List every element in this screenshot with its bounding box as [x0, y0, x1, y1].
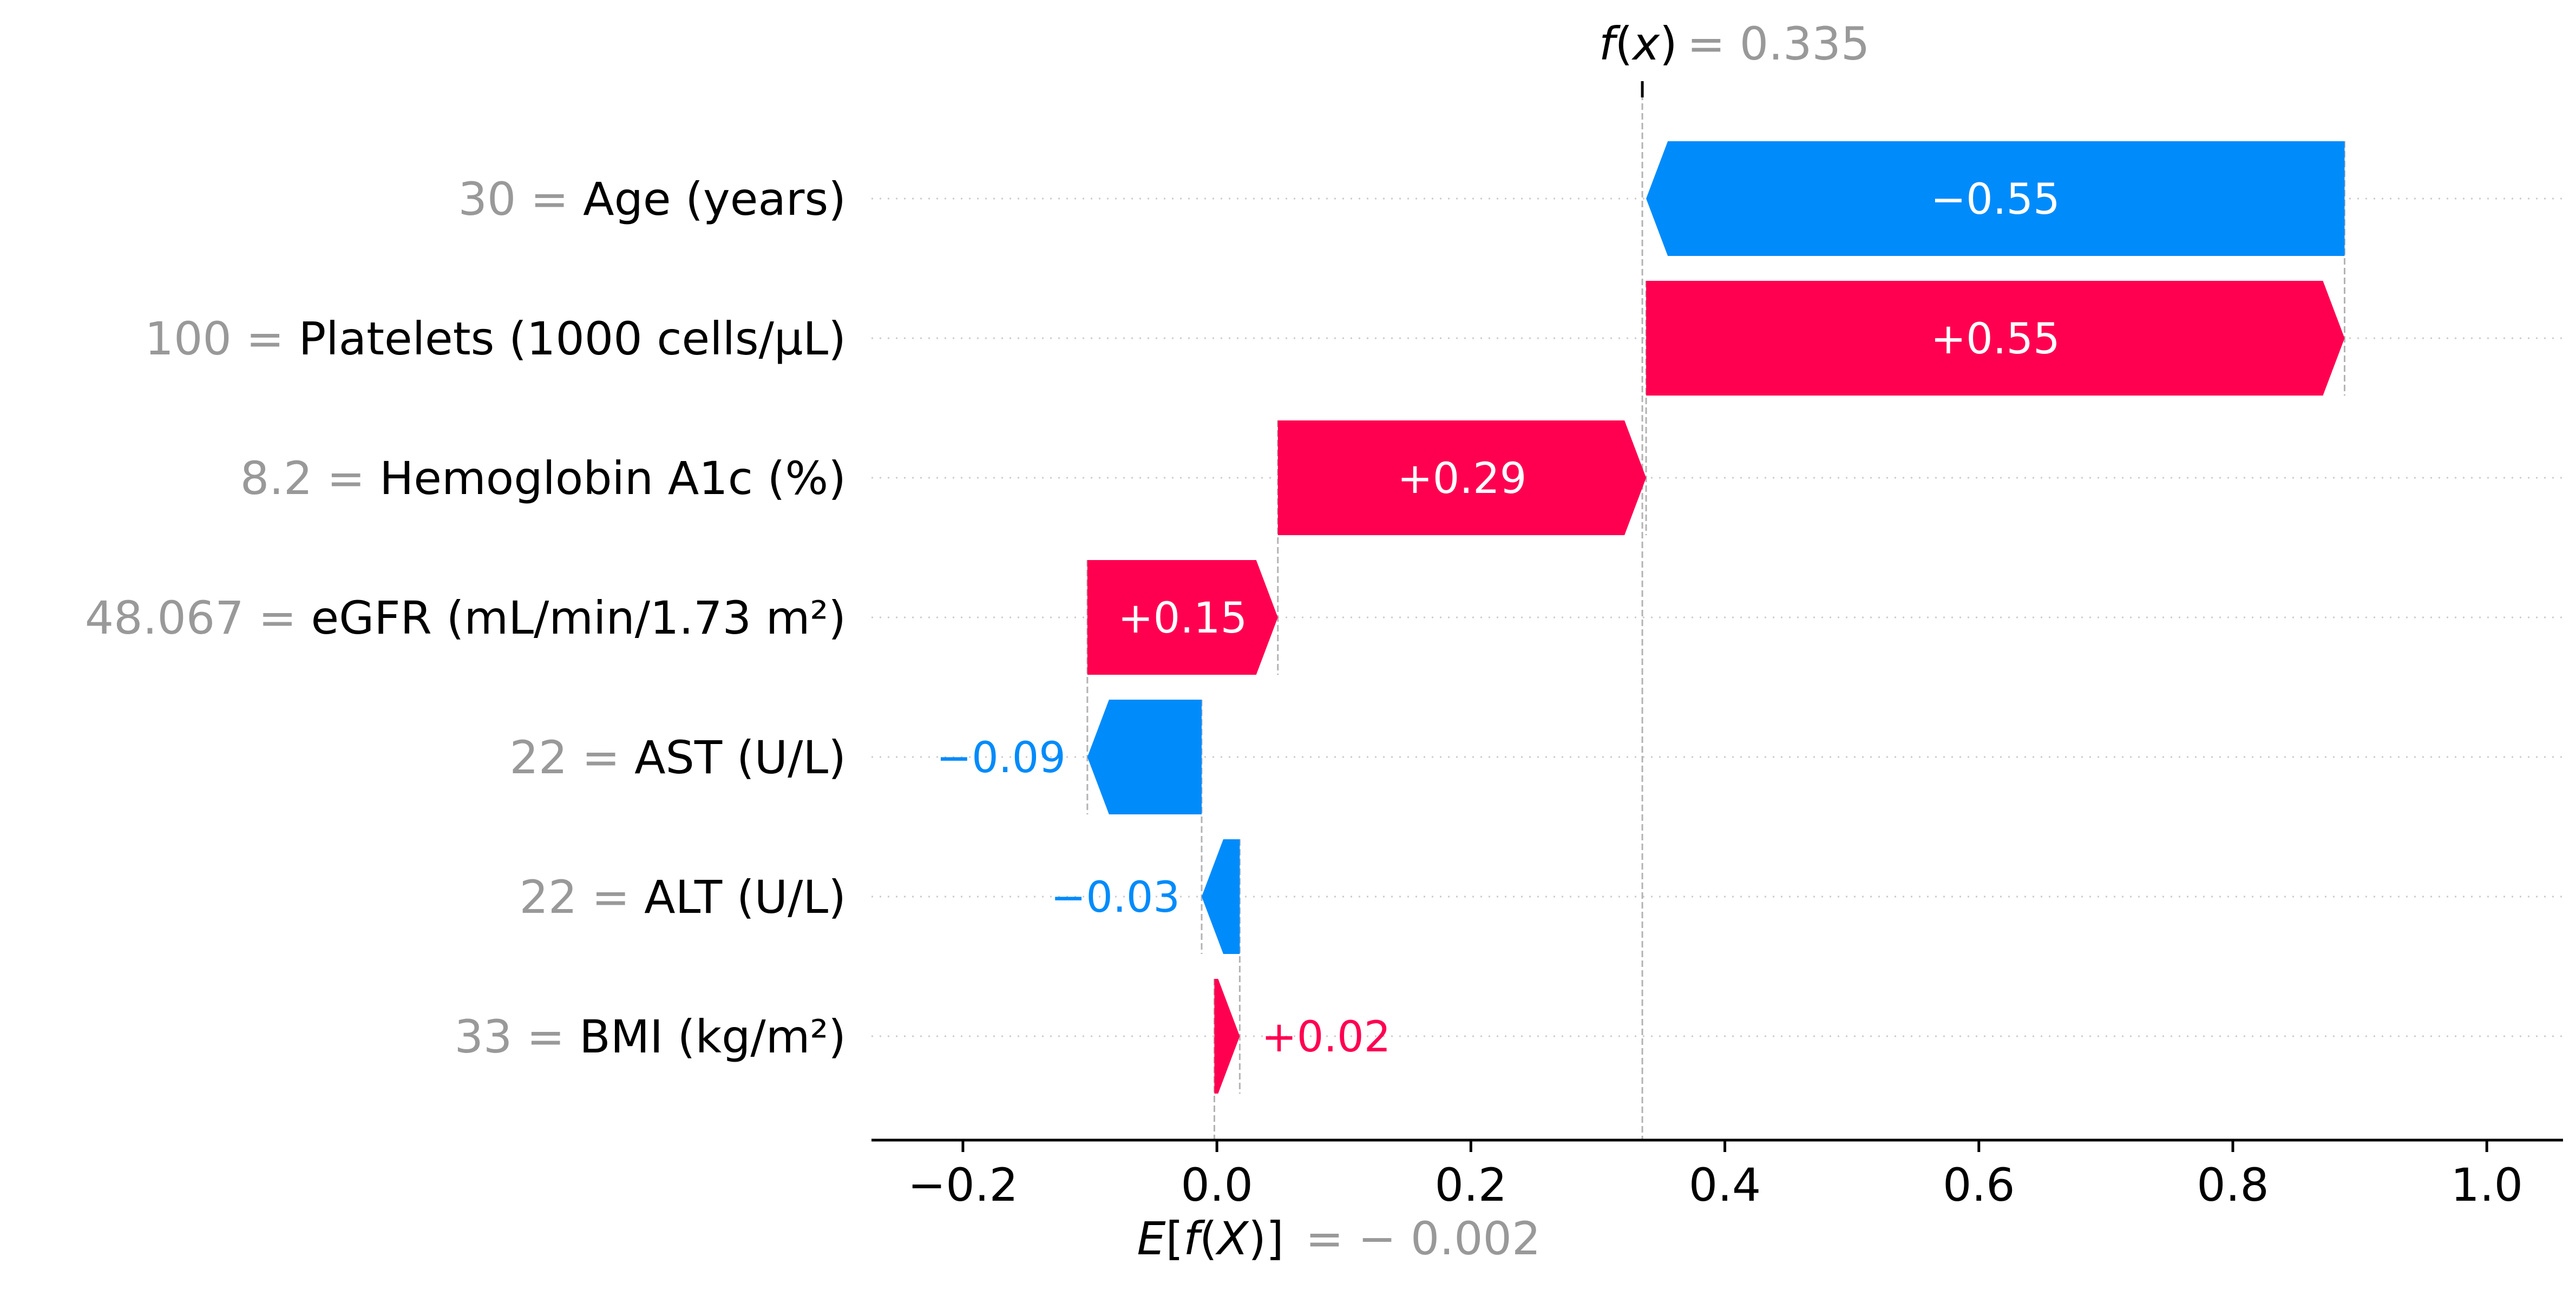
- feature-label: 100 = Platelets (1000 cells/μL): [145, 312, 847, 365]
- value-annotations: f(x) = 0.335 E[f(X)] = − 0.002: [1137, 17, 1870, 1265]
- feature-label: 30 = Age (years): [458, 173, 846, 226]
- feature-value: 22 =: [509, 731, 634, 784]
- feature-value: 22 =: [519, 871, 644, 924]
- feature-value: 30 =: [458, 173, 583, 226]
- x-tick-label: 0.4: [1689, 1159, 1761, 1212]
- bar-value-label: +0.15: [1118, 594, 1247, 643]
- x-tick-label: 0.8: [2197, 1159, 2269, 1212]
- x-tick-label: 0.2: [1435, 1159, 1507, 1212]
- feature-name: Platelets (1000 cells/μL): [299, 312, 846, 365]
- bar-value-label: +0.02: [1261, 1013, 1391, 1062]
- feature-value: 33 =: [454, 1010, 579, 1063]
- bar-value-label: +0.55: [1931, 315, 2060, 364]
- bar-negative: [1201, 839, 1240, 954]
- feature-name: AST (U/L): [634, 731, 846, 784]
- feature-name: ALT (U/L): [644, 871, 846, 924]
- x-tick-label: 0.0: [1181, 1159, 1253, 1212]
- output-value-label: f(x) = 0.335: [1599, 17, 1870, 70]
- bar-positive: [1277, 420, 1647, 535]
- bar-positive: [1214, 979, 1240, 1094]
- feature-label: 22 = AST (U/L): [509, 731, 846, 784]
- bar-value-label: −0.55: [1931, 175, 2060, 224]
- feature-name: Age (years): [583, 173, 846, 226]
- bar-positive: [1087, 560, 1278, 675]
- feature-value: 48.067 =: [85, 591, 311, 644]
- bar-value-label: +0.29: [1397, 455, 1526, 503]
- x-tick-label: 1.0: [2450, 1159, 2523, 1212]
- base-value-label: E[f(X)] = − 0.002: [1137, 1212, 1541, 1265]
- x-tick-label: −0.2: [908, 1159, 1018, 1212]
- feature-name: BMI (kg/m²): [579, 1010, 846, 1063]
- bar-value-label: −0.03: [1051, 873, 1180, 922]
- feature-value: 100 =: [145, 312, 299, 365]
- bar-negative: [1646, 141, 2345, 256]
- feature-labels: 30 = Age (years) 100 = Platelets (1000 ce…: [85, 173, 846, 1063]
- feature-value: 8.2 =: [240, 452, 379, 505]
- x-tick-label: 0.6: [1943, 1159, 2015, 1212]
- feature-name: eGFR (mL/min/1.73 m²): [311, 591, 846, 644]
- bar-positive: [1646, 281, 2345, 396]
- feature-label: 33 = BMI (kg/m²): [454, 1010, 846, 1063]
- x-axis: −0.2 0.0 0.2 0.4 0.6 0.8 1.0: [871, 1138, 2563, 1212]
- feature-label: 8.2 = Hemoglobin A1c (%): [240, 452, 846, 505]
- bar-negative: [1087, 700, 1202, 814]
- feature-label: 48.067 = eGFR (mL/min/1.73 m²): [85, 591, 846, 644]
- bar-value-label: −0.09: [936, 734, 1066, 782]
- bars-group: −0.55 +0.55 +0.29 +0.15 −0.09 −0.03 +0.02: [936, 141, 2345, 1094]
- feature-label: 22 = ALT (U/L): [519, 871, 846, 924]
- feature-name: Hemoglobin A1c (%): [379, 452, 846, 505]
